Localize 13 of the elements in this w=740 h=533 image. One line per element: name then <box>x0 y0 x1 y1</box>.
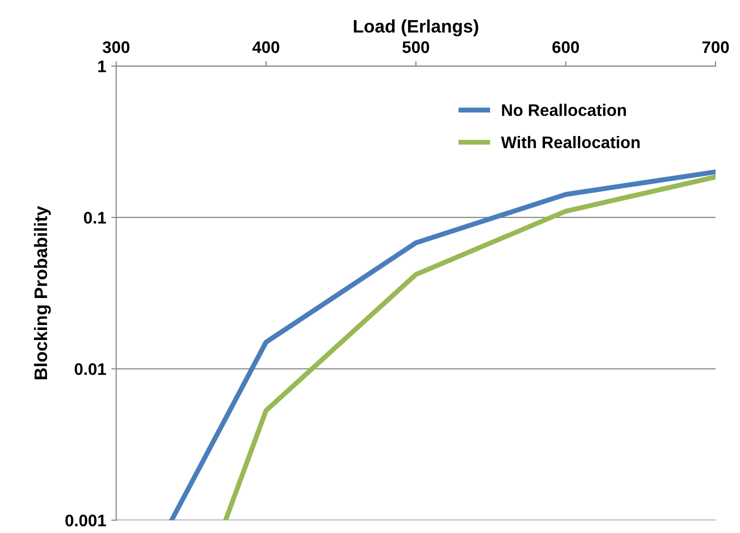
x-tick-label: 600 <box>552 41 579 54</box>
x-tick-label: 700 <box>702 41 729 54</box>
x-tick-label: 500 <box>402 41 430 54</box>
y-tick-label: 1 <box>98 60 106 72</box>
y-tick-label: 0.01 <box>74 363 106 376</box>
y-tick-label: 0.1 <box>84 212 106 224</box>
legend-label: No Reallocation <box>502 104 626 116</box>
x-tick-label: 400 <box>252 41 280 54</box>
y-tick-label: 0.001 <box>65 514 106 526</box>
x-tick-label: 300 <box>102 41 130 54</box>
x-axis-title: Load (Erlangs) <box>354 19 478 36</box>
y-axis-title: Blocking Probability <box>34 206 51 380</box>
legend-label: With Reallocation <box>500 136 640 148</box>
